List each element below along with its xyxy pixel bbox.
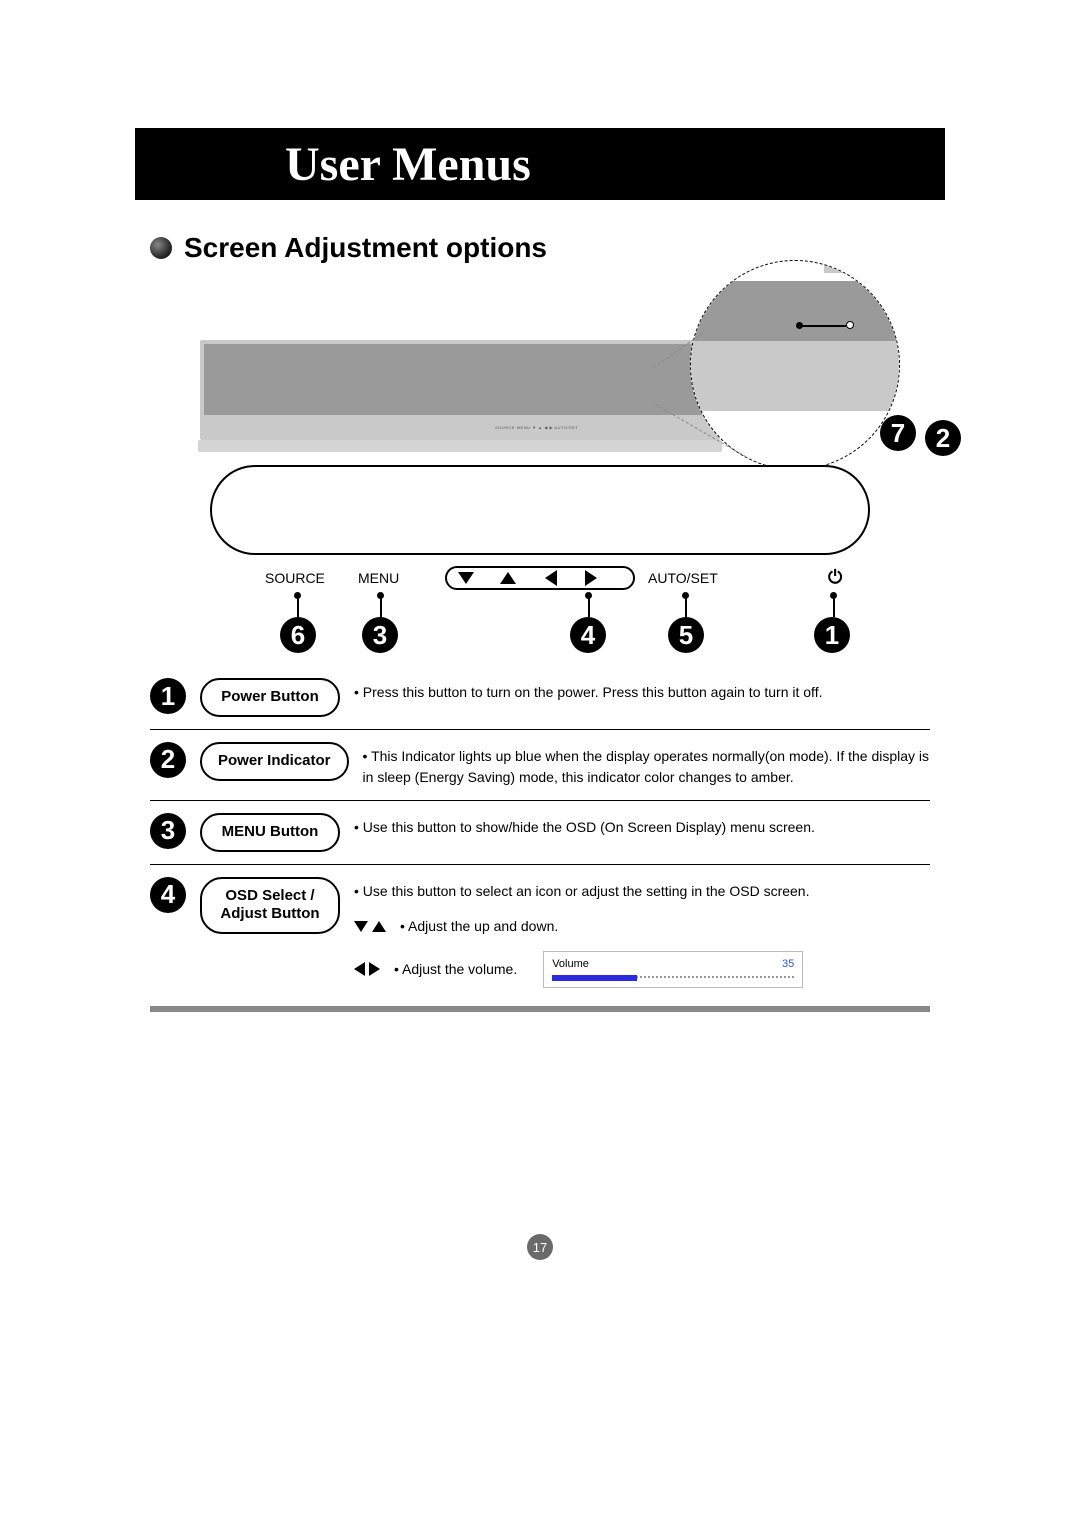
label-power-button: Power Button	[200, 678, 340, 717]
connector-line	[297, 595, 299, 617]
row-badge-1: 1	[150, 678, 186, 714]
display-diagram: SOURCE MENU ▼ ▲ ◀ ▶ AUTO/SET 7 2 SOURCE …	[150, 270, 930, 640]
down-arrow-icon	[458, 572, 474, 584]
label-osd-select: OSD Select / Adjust Button	[200, 877, 340, 935]
up-arrow-icon	[372, 921, 386, 932]
desc-row-2: 2 Power Indicator This Indicator lights …	[150, 730, 930, 801]
callout-5: 5	[668, 617, 704, 653]
connector-line	[833, 595, 835, 617]
left-arrow-icon	[354, 962, 365, 976]
row-badge-3: 3	[150, 813, 186, 849]
label-power-indicator: Power Indicator	[200, 742, 349, 781]
down-arrow-icon	[354, 921, 368, 932]
zoom-circle	[690, 260, 900, 470]
header-bar: User Menus	[135, 128, 945, 200]
connector-line	[685, 595, 687, 617]
power-icon: ⏻	[828, 567, 842, 588]
text-power-indicator: This Indicator lights up blue when the d…	[363, 742, 930, 788]
zoom-leader-dot	[796, 322, 803, 329]
volume-label: Volume	[552, 956, 589, 973]
left-arrow-icon	[545, 570, 557, 586]
volume-value: 35	[782, 956, 794, 973]
callout-row: 6 3 4 5 1	[210, 617, 870, 657]
thick-divider	[150, 1006, 930, 1012]
power-led-icon	[846, 321, 854, 329]
up-arrow-icon	[500, 572, 516, 584]
page-number: 17	[527, 1234, 553, 1260]
zoom-leader-line	[801, 325, 846, 327]
label-menu-button: MENU Button	[200, 813, 340, 852]
right-arrow-icon	[585, 570, 597, 586]
section-title: Screen Adjustment options	[184, 232, 547, 264]
callout-1: 1	[814, 617, 850, 653]
monitor-screen	[204, 344, 716, 415]
zoom-corner	[824, 260, 854, 273]
volume-widget: Volume 35	[543, 951, 803, 989]
section-title-row: Screen Adjustment options	[150, 232, 547, 264]
volume-bar	[552, 975, 794, 981]
monitor-base	[198, 440, 722, 452]
control-panel-outline	[210, 465, 870, 555]
bullet-icon	[150, 237, 172, 259]
label-menu: MENU	[358, 570, 399, 586]
text-menu-button: Use this button to show/hide the OSD (On…	[354, 813, 930, 838]
desc-row-3: 3 MENU Button Use this button to show/hi…	[150, 801, 930, 865]
right-arrow-icon	[369, 962, 380, 976]
adjust-updown-row: Adjust the up and down.	[354, 916, 930, 937]
connector-line	[588, 595, 590, 617]
adjust-volume-row: Adjust the volume. Volume 35	[354, 951, 930, 989]
zoom-screen-area	[690, 281, 900, 341]
monitor-body	[200, 340, 720, 440]
callout-7: 7	[880, 415, 916, 451]
text-osd-select: Use this button to select an icon or adj…	[354, 877, 930, 989]
callout-4: 4	[570, 617, 606, 653]
row-badge-4: 4	[150, 877, 186, 913]
description-table: 1 Power Button Press this button to turn…	[150, 666, 930, 1012]
callout-2-top: 2	[925, 420, 961, 456]
label-source: SOURCE	[265, 570, 325, 586]
callout-3: 3	[362, 617, 398, 653]
desc-row-1: 1 Power Button Press this button to turn…	[150, 666, 930, 730]
volume-fill	[552, 975, 637, 981]
connector-line	[380, 595, 382, 617]
desc-row-4: 4 OSD Select / Adjust Button Use this bu…	[150, 865, 930, 1001]
label-autoset: AUTO/SET	[648, 570, 718, 586]
zoom-bezel	[690, 301, 900, 411]
row-badge-2: 2	[150, 742, 186, 778]
tiny-button-labels: SOURCE MENU ▼ ▲ ◀ ▶ AUTO/SET	[495, 425, 578, 430]
page-title: User Menus	[285, 137, 531, 192]
callout-6: 6	[280, 617, 316, 653]
text-power-button: Press this button to turn on the power. …	[354, 678, 930, 703]
